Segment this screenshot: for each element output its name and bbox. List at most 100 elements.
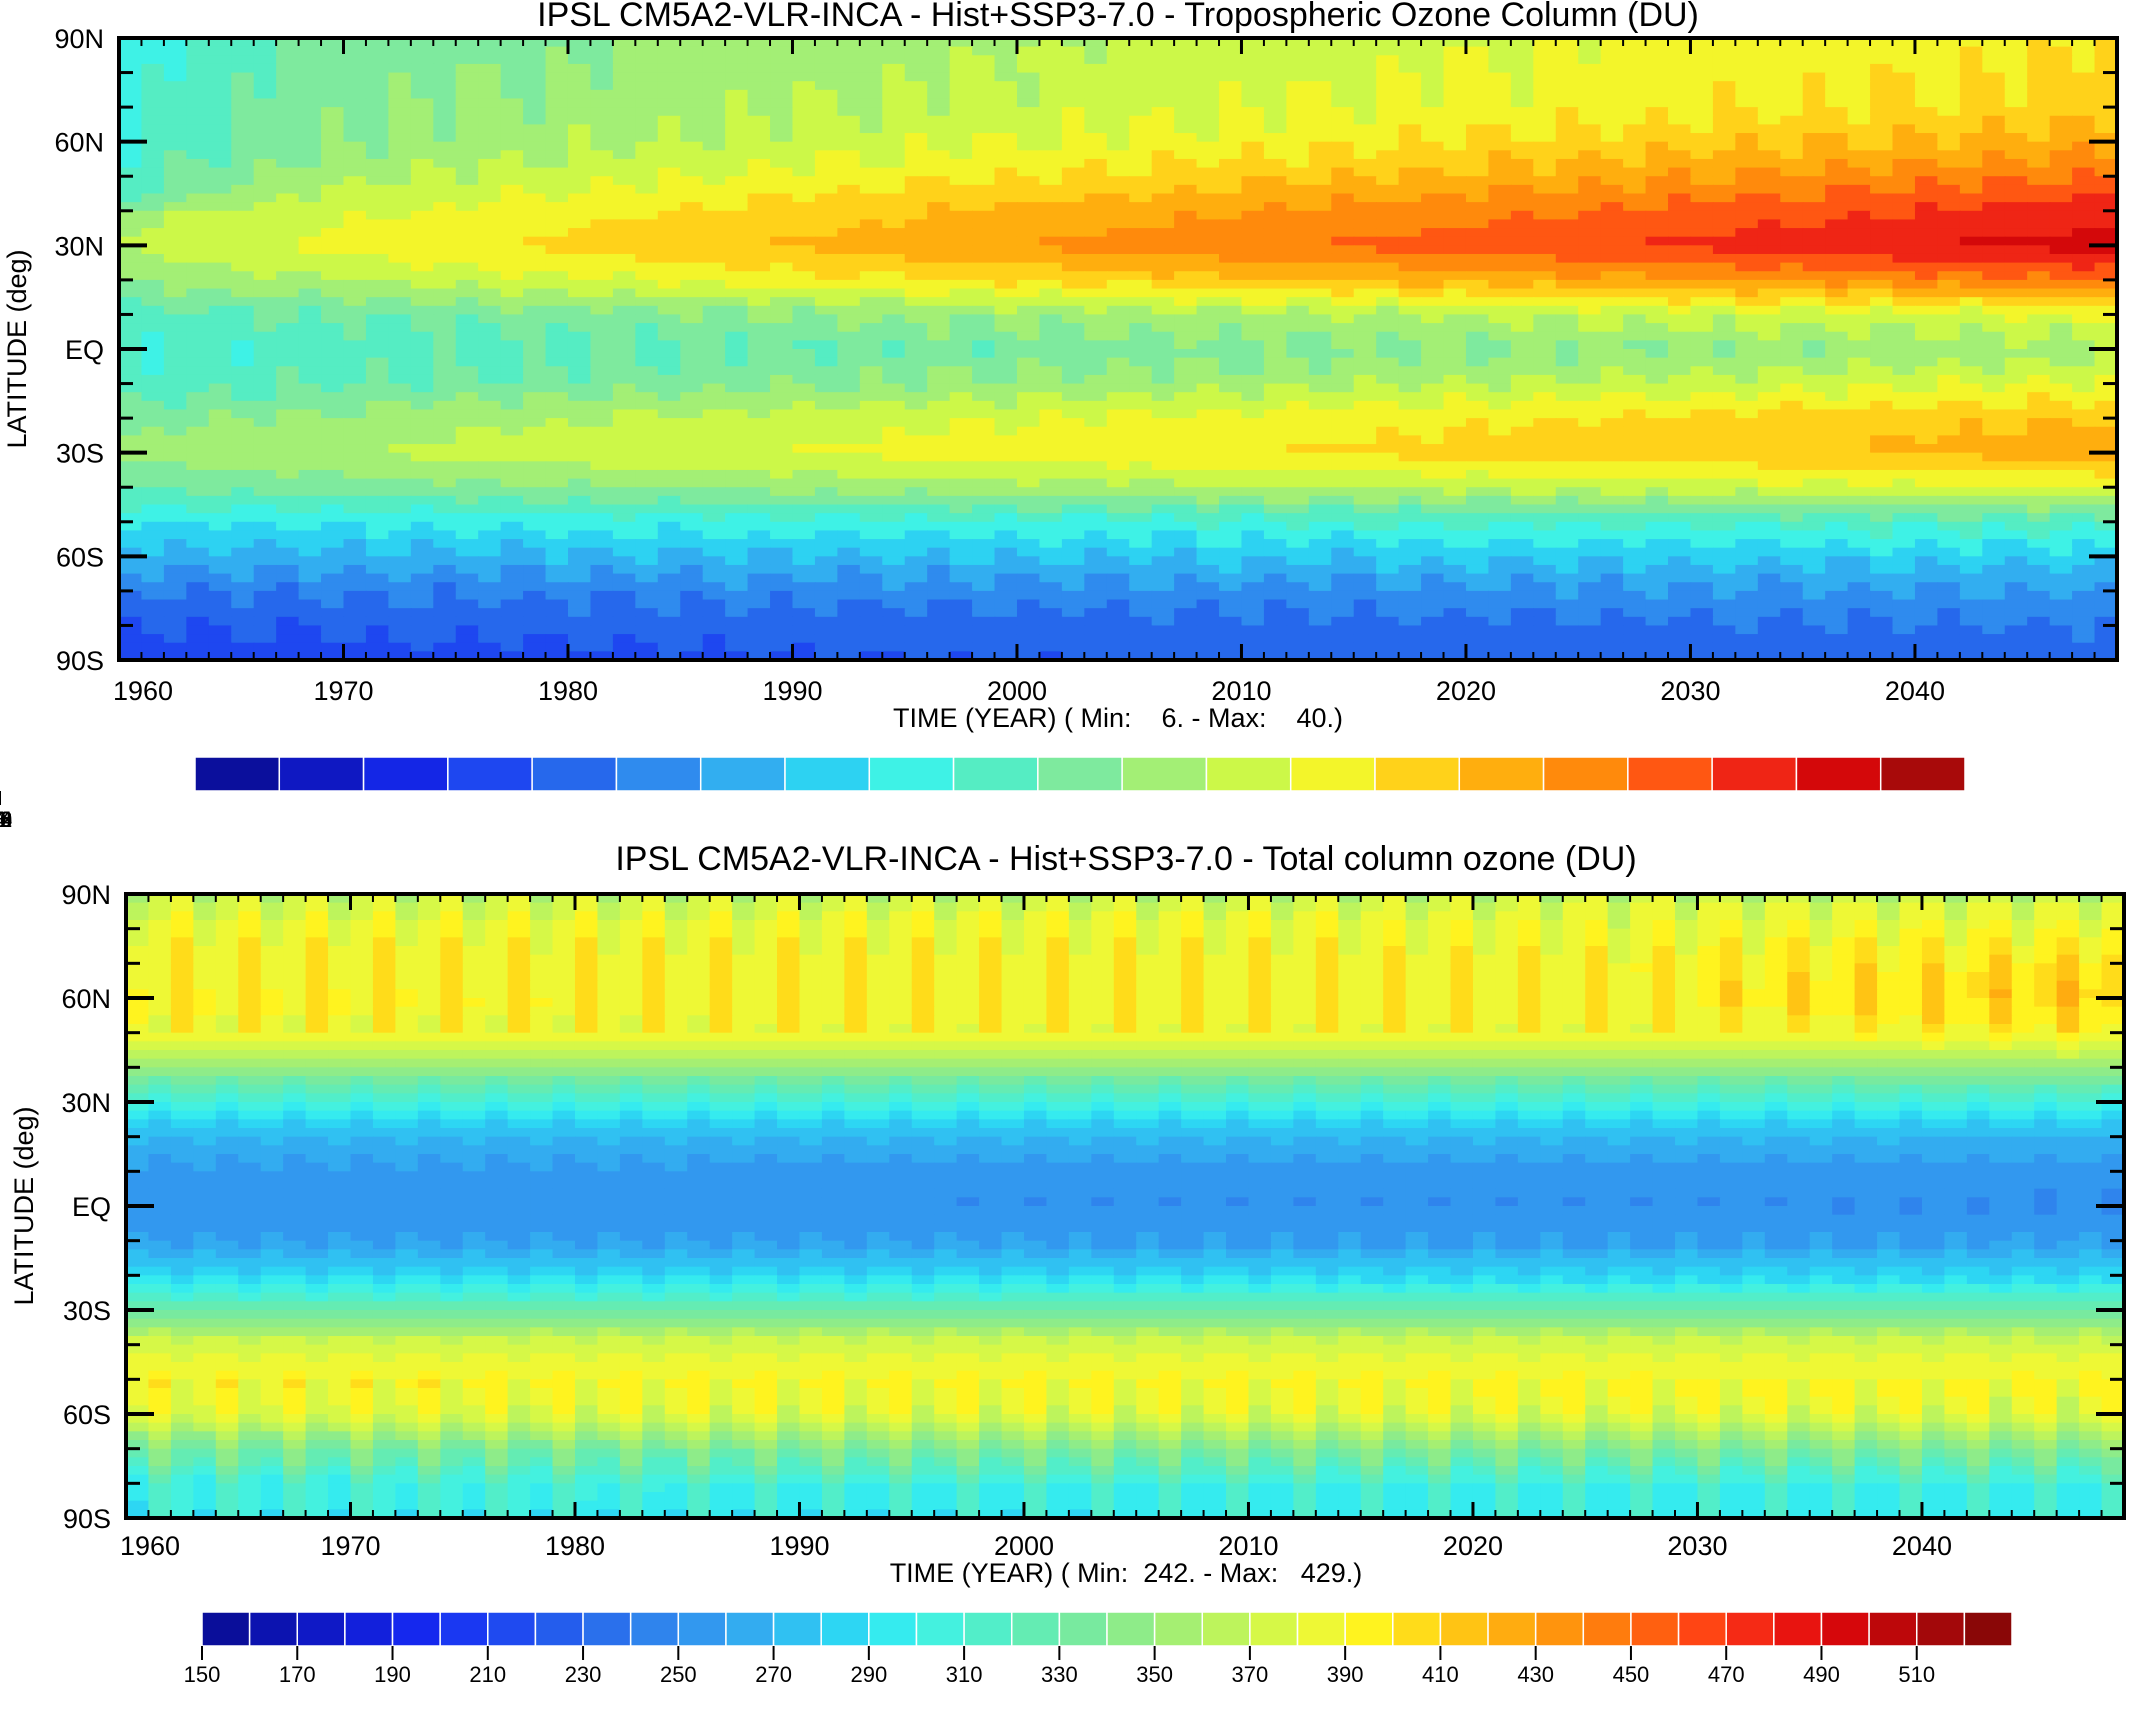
heatmap-cell <box>837 288 861 298</box>
heatmap-cell <box>657 245 682 255</box>
heatmap-cell <box>1263 55 1288 65</box>
heatmap-cell <box>141 115 165 126</box>
heatmap-cell <box>1241 504 1265 514</box>
heatmap-cell <box>1106 89 1131 100</box>
heatmap-cell <box>814 357 839 368</box>
heatmap-cell <box>1353 435 1377 445</box>
heatmap-cell <box>567 279 592 290</box>
heatmap-cell <box>1735 38 1759 48</box>
heatmap-cell <box>500 184 524 195</box>
heatmap-cell <box>1982 357 2006 368</box>
heatmap-cell <box>141 124 165 134</box>
heatmap-cell <box>388 55 412 65</box>
heatmap-cell <box>1645 63 1669 74</box>
heatmap-cell <box>680 305 704 316</box>
heatmap-cell <box>1735 314 1759 324</box>
heatmap-cell <box>725 193 749 203</box>
heatmap-cell <box>1353 262 1377 273</box>
heatmap-cell <box>1510 392 1535 402</box>
heatmap-cell <box>186 55 210 65</box>
heatmap-cell <box>1308 314 1333 324</box>
heatmap-cell <box>1039 435 1063 445</box>
heatmap-cell <box>859 271 884 281</box>
heatmap-cell <box>1084 495 1108 506</box>
heatmap-cell <box>1937 219 1961 229</box>
heatmap-cell <box>1488 305 1512 316</box>
heatmap-cell <box>1847 340 1871 350</box>
heatmap-cell <box>186 426 210 437</box>
heatmap-cell <box>949 461 973 471</box>
heatmap-cell <box>1914 124 1939 134</box>
heatmap-cell <box>1735 98 1759 108</box>
heatmap-cell <box>1398 349 1422 359</box>
heatmap-cell <box>1443 46 1467 57</box>
heatmap-cell <box>792 72 816 82</box>
heatmap-cell <box>1488 349 1512 359</box>
heatmap-cell <box>792 271 816 281</box>
heatmap-cell <box>1353 55 1377 65</box>
heatmap-cell <box>567 495 592 506</box>
heatmap-cell <box>1331 426 1355 437</box>
heatmap-cell <box>1870 176 1894 186</box>
heatmap-cell <box>1061 366 1086 376</box>
heatmap-cell <box>680 98 704 108</box>
heatmap-cell <box>1914 478 1939 489</box>
heatmap-cell <box>567 392 592 402</box>
heatmap-cell <box>1578 435 1602 445</box>
heatmap-cell <box>1668 202 1692 212</box>
heatmap-cell <box>1937 271 1961 281</box>
heatmap-cell <box>1286 288 1310 298</box>
heatmap-cell <box>972 262 996 273</box>
heatmap-cell <box>657 461 682 471</box>
heatmap-cell <box>837 323 861 333</box>
heatmap-cell <box>1757 55 1782 65</box>
heatmap-cell <box>1757 297 1782 307</box>
heatmap-cell <box>814 340 839 350</box>
heatmap-cell <box>253 504 277 514</box>
heatmap-cell <box>119 426 143 437</box>
heatmap-cell <box>702 349 726 359</box>
heatmap-cell <box>365 72 390 82</box>
heatmap-cell <box>1690 236 1714 247</box>
heatmap-cell <box>500 495 524 506</box>
heatmap-cell <box>1802 219 1826 229</box>
heatmap-cell <box>994 81 1018 91</box>
heatmap-cell <box>1533 349 1557 359</box>
heatmap-cell <box>298 349 322 359</box>
heatmap-cell <box>725 349 749 359</box>
heatmap-cell <box>949 210 973 221</box>
heatmap-cell <box>1735 193 1759 203</box>
heatmap-cell <box>1398 46 1422 57</box>
heatmap-cell <box>1600 141 1624 152</box>
heatmap-cell <box>1623 271 1647 281</box>
heatmap-cell <box>1712 245 1737 255</box>
heatmap-cell <box>635 141 659 152</box>
heatmap-cell <box>455 245 479 255</box>
heatmap-cell <box>2049 38 2073 48</box>
heatmap-cell <box>702 314 726 324</box>
heatmap-cell <box>1465 478 1490 489</box>
heatmap-cell <box>837 504 861 514</box>
heatmap-cell <box>1802 46 1826 57</box>
heatmap-cell <box>2094 349 2117 359</box>
heatmap-cell <box>455 487 479 497</box>
heatmap-cell <box>904 184 928 195</box>
heatmap-cell <box>792 98 816 108</box>
heatmap-cell <box>208 418 233 428</box>
heatmap-cell <box>163 400 188 411</box>
heatmap-cell <box>567 253 592 264</box>
heatmap-cell <box>949 228 973 238</box>
heatmap-cell <box>904 513 928 523</box>
heatmap-cell <box>1398 487 1422 497</box>
heatmap-cell <box>1219 392 1243 402</box>
heatmap-cell <box>1847 115 1871 126</box>
heatmap-cell <box>321 366 345 376</box>
heatmap-cell <box>1937 409 1961 419</box>
heatmap-cell <box>388 288 412 298</box>
heatmap-cell <box>1645 158 1669 169</box>
heatmap-cell <box>635 46 659 57</box>
heatmap-cell <box>792 167 816 178</box>
heatmap-cell <box>1847 331 1871 342</box>
heatmap-cell <box>882 478 906 489</box>
heatmap-cell <box>2004 236 2028 247</box>
